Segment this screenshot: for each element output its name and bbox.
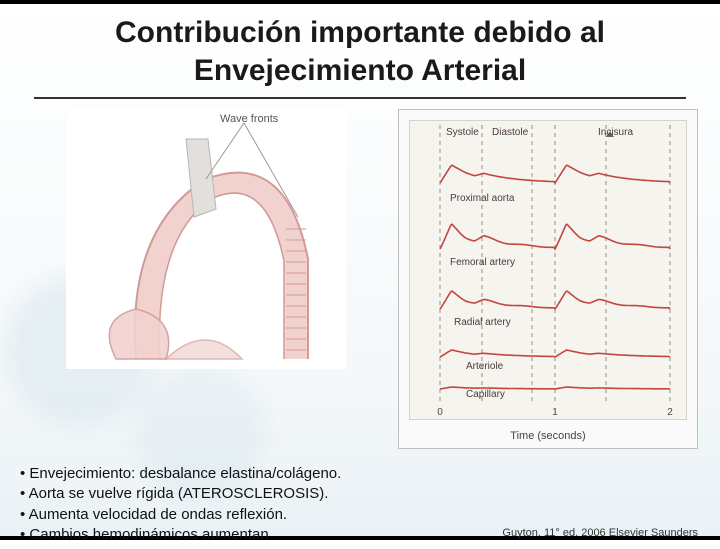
- title-line-2: Envejecimiento Arterial: [194, 54, 526, 87]
- title-line-1: Contribución importante debido al: [115, 16, 605, 49]
- title-divider: [34, 97, 686, 99]
- bullet-0: • Envejecimiento: desbalance elastina/co…: [20, 464, 380, 484]
- series-label-1: Femoral artery: [450, 257, 515, 268]
- pulse-svg: 0 1 2: [410, 121, 686, 421]
- phase-incisura: Incisura: [598, 127, 633, 138]
- series-label-3: Arteriole: [466, 361, 503, 372]
- phase-diastole: Diastole: [492, 127, 528, 138]
- svg-text:2: 2: [667, 407, 673, 418]
- series-label-4: Capillary: [466, 389, 505, 400]
- svg-text:1: 1: [552, 407, 558, 418]
- citation: Guyton. 11° ed. 2006 Elsevier Saunders: [502, 527, 698, 539]
- bullet-2: • Aumenta velocidad de ondas reflexión.: [20, 505, 380, 525]
- figure-pulse-waveforms: 0 1 2 Systole Diastole Incisura Proximal a…: [398, 109, 698, 449]
- bullet-list: • Envejecimiento: desbalance elastina/co…: [20, 464, 380, 545]
- figure-aorta-wavefronts: Wave fronts: [66, 109, 346, 369]
- phase-systole: Systole: [446, 127, 479, 138]
- content-area: Wave fronts 0 1 2 Systole Diastole Incisur…: [0, 109, 720, 549]
- svg-text:0: 0: [437, 407, 443, 418]
- aorta-svg: [66, 109, 346, 369]
- bullet-1: • Aorta se vuelve rígida (ATEROSCLEROSIS…: [20, 484, 380, 504]
- bullet-3: • Cambios hemodinámicos aumentan: [20, 525, 380, 545]
- series-label-2: Radial artery: [454, 317, 511, 328]
- series-label-0: Proximal aorta: [450, 193, 514, 204]
- slide-title: Contribución importante debido al Enveje…: [0, 4, 720, 97]
- xaxis-label: Time (seconds): [399, 430, 697, 442]
- wavefronts-label: Wave fronts: [220, 113, 278, 125]
- pulse-plot-area: 0 1 2 Systole Diastole Incisura Proximal a…: [409, 120, 687, 420]
